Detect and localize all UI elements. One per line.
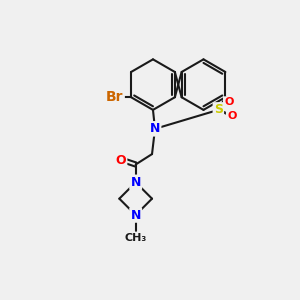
Text: CH₃: CH₃ bbox=[124, 233, 147, 243]
Text: N: N bbox=[150, 122, 160, 135]
Text: O: O bbox=[224, 98, 233, 107]
Text: O: O bbox=[227, 111, 236, 121]
Text: N: N bbox=[130, 208, 141, 221]
Text: S: S bbox=[214, 103, 223, 116]
Text: Br: Br bbox=[106, 90, 124, 104]
Text: O: O bbox=[116, 154, 126, 166]
Text: N: N bbox=[130, 176, 141, 189]
